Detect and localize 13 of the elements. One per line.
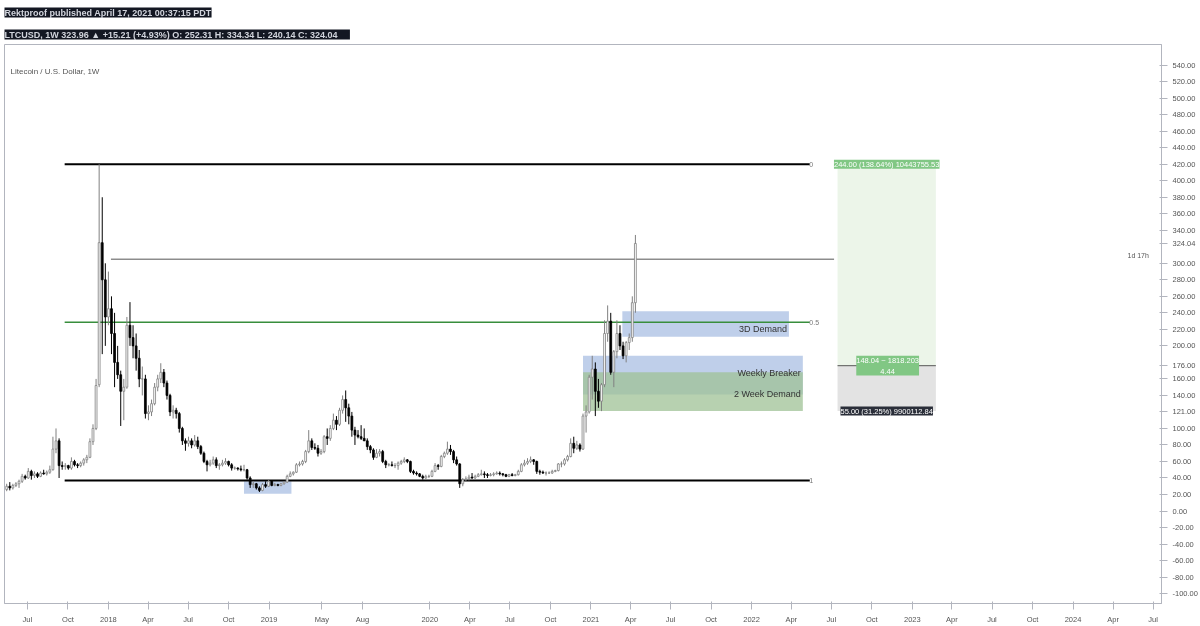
candlestick <box>344 389 348 423</box>
candlestick <box>107 271 110 326</box>
candlestick <box>316 444 320 458</box>
band-label: 3D Demand <box>738 324 787 335</box>
chart-title: Rektproof published April 17, 2021 00:37:15 PDT <box>4 7 212 18</box>
candlestick <box>464 475 468 482</box>
candlestick <box>140 366 144 396</box>
band-label: 2 Week Demand <box>733 388 801 399</box>
chart-subtitle: LTCUSD, 1W 323.96 ▲ +15.21 (+4.93%) O: 252.31 H: 334.34 L: 240.14 C: 324.04 <box>4 29 338 40</box>
candlestick <box>594 361 597 417</box>
band-label: Weekly Breaker <box>737 368 801 379</box>
candlestick <box>322 434 326 454</box>
annotation: Litecoin / U.S. Dollar, 1W <box>10 66 100 76</box>
